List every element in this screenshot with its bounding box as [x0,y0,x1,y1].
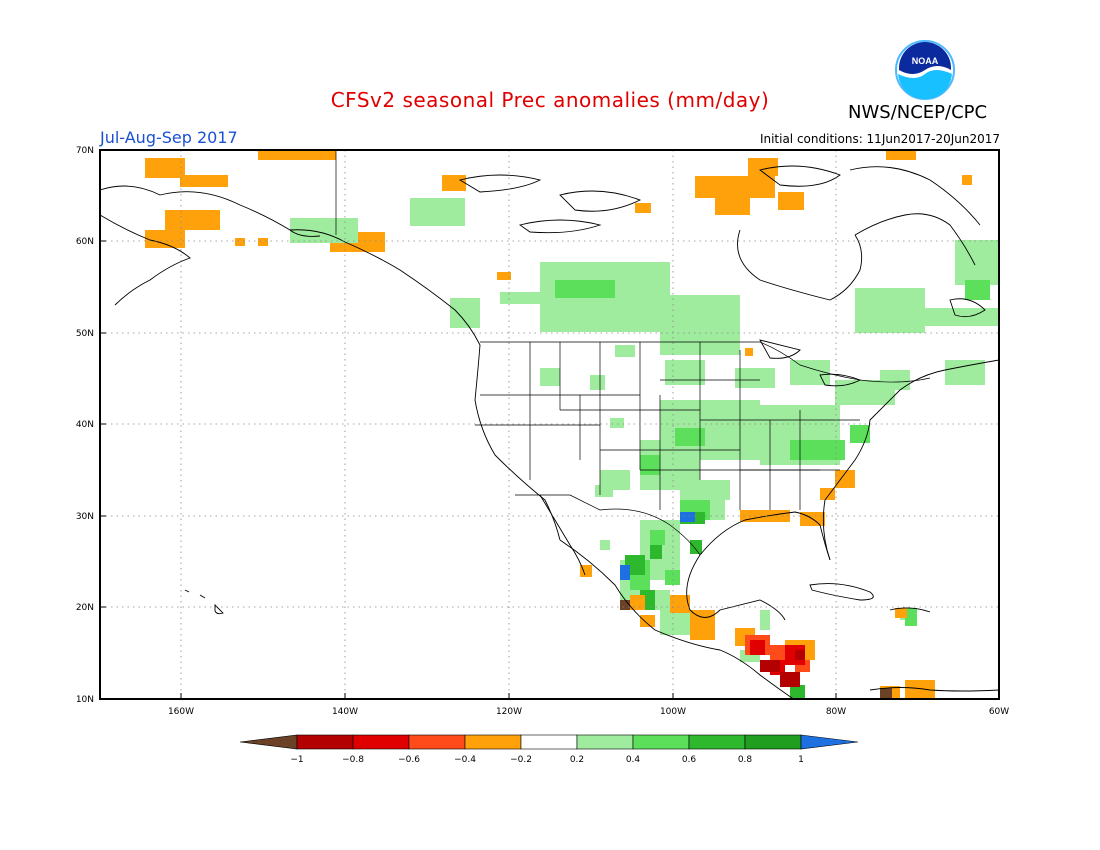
colorbar-label: −0.6 [398,755,420,765]
lon-label-160w: 160W [168,707,194,717]
noaa-logo: NOAA [895,40,955,100]
colorbar-bin-8 [688,734,746,750]
colorbar-bin-2 [352,734,410,750]
lat-label-70n: 70N [76,146,94,156]
colorbar-label: −0.8 [342,755,364,765]
lon-label-120w: 120W [496,707,522,717]
lon-label-140w: 140W [332,707,358,717]
logo-text: NOAA [912,56,939,66]
season-label: Jul-Aug-Sep 2017 [100,128,238,147]
colorbar-bin-6 [576,734,634,750]
colorbar-label: 0.8 [738,755,753,765]
colorbar-label: 0.2 [570,755,584,765]
colorbar-bin-1 [296,734,354,750]
latitude-labels: 70N 60N 50N 40N 30N 20N 10N [76,146,94,705]
colorbar-bin-9 [744,734,802,750]
colorbar-bin-4 [464,734,522,750]
dry-cells-extreme [620,600,892,699]
colorbar-label: 1 [798,755,804,765]
anomaly-cells [145,150,999,699]
wet-cells-light [290,198,999,662]
colorbar-label: 0.6 [682,755,697,765]
colorbar-label: −1 [290,755,303,765]
lat-label-10n: 10N [76,695,94,705]
colorbar-bin-5 [520,734,578,750]
lat-label-50n: 50N [76,329,94,339]
graticule [100,150,999,699]
axis-ticks [100,149,837,699]
initial-conditions-label: Initial conditions: 11Jun2017-20Jun2017 [759,132,1000,146]
lat-label-60n: 60N [76,237,94,247]
lat-label-30n: 30N [76,512,94,522]
map-frame-bg [100,150,999,699]
colorbar-lt-minus1 [239,734,298,750]
colorbar-label: −0.4 [454,755,476,765]
agency-label: NWS/NCEP/CPC [848,102,988,123]
lon-label-80w: 80W [826,707,846,717]
longitude-labels: 160W 140W 120W 100W 80W 60W [168,707,1009,717]
lat-label-40n: 40N [76,420,94,430]
map-title: CFSv2 seasonal Prec anomalies (mm/day) [330,88,770,112]
colorbar-bin-3 [408,734,466,750]
lon-label-100w: 100W [660,707,686,717]
colorbar-label: −0.2 [510,755,532,765]
colorbar: −1 −0.8 −0.6 −0.4 −0.2 0.2 0.4 0.6 0.8 1 [239,734,859,765]
dry-cells-darkred [760,650,805,687]
lon-label-60w: 60W [989,707,1009,717]
borders [335,150,931,556]
colorbar-bin-7 [632,734,690,750]
lat-label-20n: 20N [76,603,94,613]
colorbar-gt-1 [800,734,859,750]
dry-cells-north [145,150,972,280]
colorbar-label: 0.4 [626,755,641,765]
